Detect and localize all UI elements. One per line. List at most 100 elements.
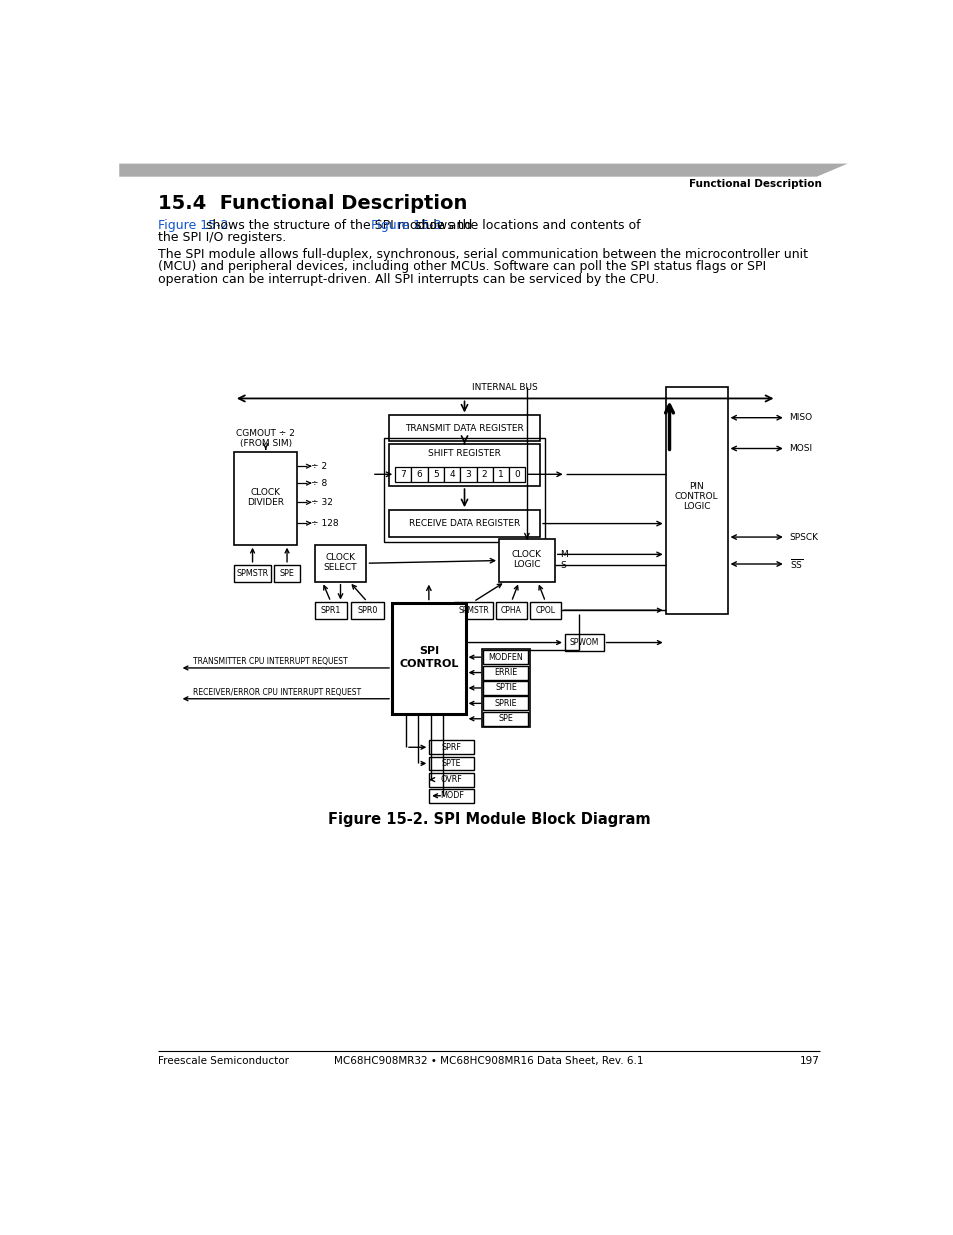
Text: RECEIVER/ERROR CPU INTERRUPT REQUEST: RECEIVER/ERROR CPU INTERRUPT REQUEST (193, 688, 360, 697)
Text: MODFEN: MODFEN (488, 652, 523, 662)
FancyBboxPatch shape (454, 601, 493, 619)
FancyBboxPatch shape (496, 601, 526, 619)
Text: 4: 4 (449, 469, 455, 479)
Text: LOGIC: LOGIC (513, 559, 540, 569)
Text: MISO: MISO (789, 414, 812, 422)
Text: ÷ 8: ÷ 8 (311, 479, 328, 488)
Text: (FROM SIM): (FROM SIM) (239, 440, 292, 448)
FancyBboxPatch shape (476, 467, 493, 482)
Text: 7: 7 (400, 469, 406, 479)
Text: TRANSMITTER CPU INTERRUPT REQUEST: TRANSMITTER CPU INTERRUPT REQUEST (193, 657, 347, 667)
Text: INTERNAL BUS: INTERNAL BUS (472, 383, 537, 391)
Text: RECEIVE DATA REGISTER: RECEIVE DATA REGISTER (409, 519, 519, 529)
FancyBboxPatch shape (459, 467, 476, 482)
FancyBboxPatch shape (483, 651, 528, 664)
Text: ERRIE: ERRIE (494, 668, 517, 677)
Text: CGMOUT ÷ 2: CGMOUT ÷ 2 (236, 430, 294, 438)
FancyBboxPatch shape (564, 634, 603, 651)
FancyBboxPatch shape (389, 443, 539, 487)
Text: 197: 197 (800, 1056, 819, 1066)
FancyBboxPatch shape (427, 467, 443, 482)
FancyBboxPatch shape (530, 601, 560, 619)
FancyBboxPatch shape (314, 545, 366, 582)
FancyBboxPatch shape (429, 740, 474, 755)
Text: $\overline{\rm SS}$: $\overline{\rm SS}$ (789, 557, 802, 571)
Text: ÷ 128: ÷ 128 (311, 519, 338, 527)
Text: SPMSTR: SPMSTR (457, 605, 488, 615)
Text: operation can be interrupt-driven. All SPI interrupts can be serviced by the CPU: operation can be interrupt-driven. All S… (158, 273, 659, 285)
Text: CPHA: CPHA (500, 605, 521, 615)
Text: Freescale Semiconductor: Freescale Semiconductor (158, 1056, 289, 1066)
Text: SPE: SPE (279, 569, 294, 578)
Text: The SPI module allows full-duplex, synchronous, serial communication between the: The SPI module allows full-duplex, synch… (158, 248, 807, 261)
FancyBboxPatch shape (429, 773, 474, 787)
Text: Figure 15-2. SPI Module Block Diagram: Figure 15-2. SPI Module Block Diagram (327, 813, 650, 827)
Text: ÷ 32: ÷ 32 (311, 498, 333, 506)
Text: ÷ 2: ÷ 2 (311, 462, 327, 471)
Text: DIVIDER: DIVIDER (247, 498, 284, 506)
Text: LOGIC: LOGIC (682, 503, 710, 511)
Text: CLOCK: CLOCK (512, 550, 541, 559)
FancyBboxPatch shape (392, 603, 465, 714)
FancyBboxPatch shape (429, 789, 474, 803)
Text: 2: 2 (481, 469, 487, 479)
Text: CLOCK: CLOCK (251, 488, 280, 496)
Text: shows the locations and contents of: shows the locations and contents of (411, 219, 640, 232)
Text: OVRF: OVRF (440, 776, 462, 784)
Text: SPTE: SPTE (441, 760, 461, 768)
Text: 0: 0 (514, 469, 519, 479)
Text: Figure 15-3: Figure 15-3 (371, 219, 441, 232)
FancyBboxPatch shape (395, 467, 411, 482)
Text: SPRIE: SPRIE (495, 699, 517, 708)
Text: 6: 6 (416, 469, 422, 479)
Text: 1: 1 (497, 469, 503, 479)
Text: MODF: MODF (439, 792, 463, 800)
FancyBboxPatch shape (483, 711, 528, 726)
Text: SPR1: SPR1 (320, 605, 340, 615)
Text: 3: 3 (465, 469, 471, 479)
Text: SELECT: SELECT (323, 563, 357, 572)
FancyBboxPatch shape (483, 666, 528, 679)
Text: SPTIE: SPTIE (495, 683, 517, 693)
Text: SPWOM: SPWOM (569, 638, 598, 647)
Text: 15.4  Functional Description: 15.4 Functional Description (158, 194, 467, 214)
FancyBboxPatch shape (665, 387, 727, 614)
FancyBboxPatch shape (483, 680, 528, 695)
Text: SPMSTR: SPMSTR (236, 569, 269, 578)
FancyBboxPatch shape (389, 510, 539, 537)
FancyBboxPatch shape (429, 757, 474, 771)
Text: 5: 5 (433, 469, 438, 479)
Text: SPRF: SPRF (441, 742, 461, 752)
FancyBboxPatch shape (498, 540, 555, 582)
Text: SPR0: SPR0 (356, 605, 377, 615)
Text: (MCU) and peripheral devices, including other MCUs. Software can poll the SPI st: (MCU) and peripheral devices, including … (158, 261, 765, 273)
Text: the SPI I/O registers.: the SPI I/O registers. (158, 231, 286, 245)
Text: Functional Description: Functional Description (688, 179, 821, 189)
Text: Figure 15-2: Figure 15-2 (158, 219, 229, 232)
Text: SPSCK: SPSCK (789, 532, 818, 542)
Text: TRANSMIT DATA REGISTER: TRANSMIT DATA REGISTER (405, 424, 523, 432)
FancyBboxPatch shape (509, 467, 525, 482)
Text: SHIFT REGISTER: SHIFT REGISTER (428, 448, 500, 458)
Text: S: S (559, 561, 565, 569)
Text: M: M (559, 550, 567, 559)
Text: SPI: SPI (418, 646, 438, 656)
FancyBboxPatch shape (351, 601, 383, 619)
Text: MOSI: MOSI (789, 445, 812, 453)
FancyBboxPatch shape (233, 564, 271, 582)
Text: SPE: SPE (498, 714, 513, 724)
Text: CONTROL: CONTROL (398, 659, 458, 669)
FancyBboxPatch shape (411, 467, 427, 482)
FancyBboxPatch shape (233, 452, 297, 545)
FancyBboxPatch shape (274, 564, 299, 582)
Text: CLOCK: CLOCK (325, 552, 355, 562)
Text: MC68HC908MR32 • MC68HC908MR16 Data Sheet, Rev. 6.1: MC68HC908MR32 • MC68HC908MR16 Data Sheet… (334, 1056, 643, 1066)
Text: PIN: PIN (688, 482, 703, 492)
Polygon shape (119, 163, 847, 177)
FancyBboxPatch shape (389, 415, 539, 441)
Text: CPOL: CPOL (535, 605, 555, 615)
Text: shows the structure of the SPI module and: shows the structure of the SPI module an… (202, 219, 476, 232)
FancyBboxPatch shape (443, 467, 459, 482)
FancyBboxPatch shape (493, 467, 509, 482)
FancyBboxPatch shape (483, 697, 528, 710)
